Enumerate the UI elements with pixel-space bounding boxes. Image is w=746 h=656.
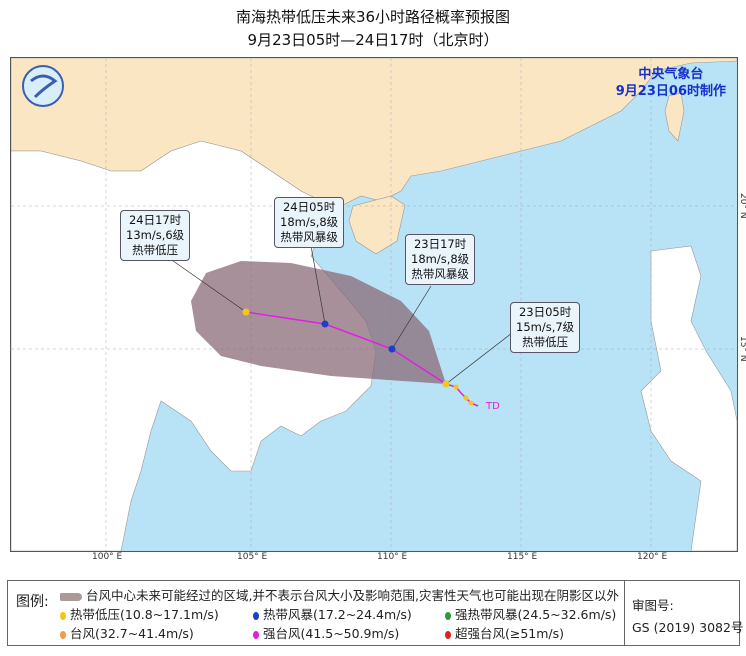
label-category: 热带风暴级: [280, 230, 338, 244]
legend-label: 台风(32.7~41.4m/s): [70, 626, 194, 641]
agency-block: 中央气象台 9月23日06时制作: [616, 66, 726, 100]
label-time: 24日05时: [282, 200, 336, 214]
forecast-label-24d17: 24日17时 13m/s,6级 热带低压: [120, 210, 191, 261]
forecast-label-23d05: 23日05时 15m/s,7级 热带低压: [510, 302, 581, 353]
label-wind: 18m/s,8级: [411, 252, 470, 266]
legend-item: 热带风暴(17.2~24.4m/s): [253, 604, 412, 623]
legend-label: 超强台风(≥51m/s): [455, 626, 565, 641]
label-category: 热带风暴级: [411, 267, 469, 281]
legend-item: 热带低压(10.8~17.1m/s): [60, 604, 219, 623]
philippines-land: [640, 245, 737, 551]
lat-label: 20° N: [738, 193, 746, 219]
forecast-label-23d17: 23日17时 18m/s,8级 热带风暴级: [405, 234, 476, 285]
legend-item: 强热带风暴(24.5~32.6m/s): [445, 604, 616, 623]
forecast-label-24d05: 24日05时 18m/s,8级 热带风暴级: [274, 197, 345, 248]
label-wind: 13m/s,6级: [126, 228, 185, 242]
legend-label: 热带低压(10.8~17.1m/s): [70, 607, 219, 622]
current-intensity-label: TD: [486, 401, 500, 412]
legend-cone-text: 台风中心未来可能经过的区域,并不表示台风大小及影响范围,灾害性天气也可能出现在阴…: [86, 588, 619, 603]
legend-label: 强热带风暴(24.5~32.6m/s): [455, 607, 617, 622]
track-point-23d17: [388, 345, 396, 353]
legend-item: 超强台风(≥51m/s): [445, 623, 564, 642]
issue-time: 9月23日06时制作: [615, 84, 726, 99]
ts-dot-icon: [253, 611, 259, 620]
legend: 图例: 台风中心未来可能经过的区域,并不表示台风大小及影响范围,灾害性天气也可能…: [7, 580, 744, 646]
track-point-23d05: [442, 380, 450, 388]
lon-label: 100° E: [92, 552, 123, 562]
typhoon-track-map: [10, 57, 738, 552]
label-category: 热带低压: [132, 243, 179, 257]
label-wind: 15m/s,7级: [516, 320, 575, 334]
ty-dot-icon: [60, 630, 66, 639]
legend-item: 台风(32.7~41.4m/s): [60, 623, 194, 642]
label-category: 热带低压: [522, 335, 569, 349]
legend-item: 强台风(41.5~50.9m/s): [253, 623, 399, 642]
legend-title: 图例:: [16, 594, 49, 610]
track-point-24d05: [321, 320, 329, 328]
lat-label: 15° N: [738, 336, 746, 362]
legend-divider: [624, 581, 625, 645]
lon-label: 120° E: [637, 552, 668, 562]
legend-cone: 台风中心未来可能经过的区域,并不表示台风大小及影响范围,灾害性天气也可能出现在阴…: [60, 585, 619, 604]
taiwan-land: [664, 92, 685, 142]
cone-swatch-icon: [60, 592, 82, 601]
lon-label: 105° E: [237, 552, 268, 562]
td-dot-icon: [60, 611, 66, 620]
track-point-24d17: [242, 308, 250, 316]
legend-label: 热带风暴(17.2~24.4m/s): [263, 607, 412, 622]
label-time: 23日17时: [413, 237, 467, 251]
forecast-track: [245, 311, 447, 385]
label-time: 24日17时: [128, 213, 182, 227]
label-wind: 18m/s,8级: [280, 215, 339, 229]
cma-logo: [22, 65, 64, 107]
agency-name: 中央气象台: [638, 67, 704, 82]
legend-label: 强台风(41.5~50.9m/s): [263, 626, 400, 641]
lon-label: 110° E: [377, 552, 408, 562]
sty-dot-icon: [253, 630, 259, 639]
map-subtitle: 9月23日05时—24日17时（北京时）: [247, 31, 499, 49]
lon-label: 115° E: [507, 552, 538, 562]
approval-number: GS (2019) 3082号: [632, 620, 744, 635]
label-time: 23日05时: [518, 305, 572, 319]
approval-label: 审图号:: [632, 598, 674, 613]
supty-dot-icon: [445, 630, 451, 639]
sts-dot-icon: [445, 611, 451, 620]
map-title: 南海热带低压未来36小时路径概率预报图: [235, 8, 511, 26]
